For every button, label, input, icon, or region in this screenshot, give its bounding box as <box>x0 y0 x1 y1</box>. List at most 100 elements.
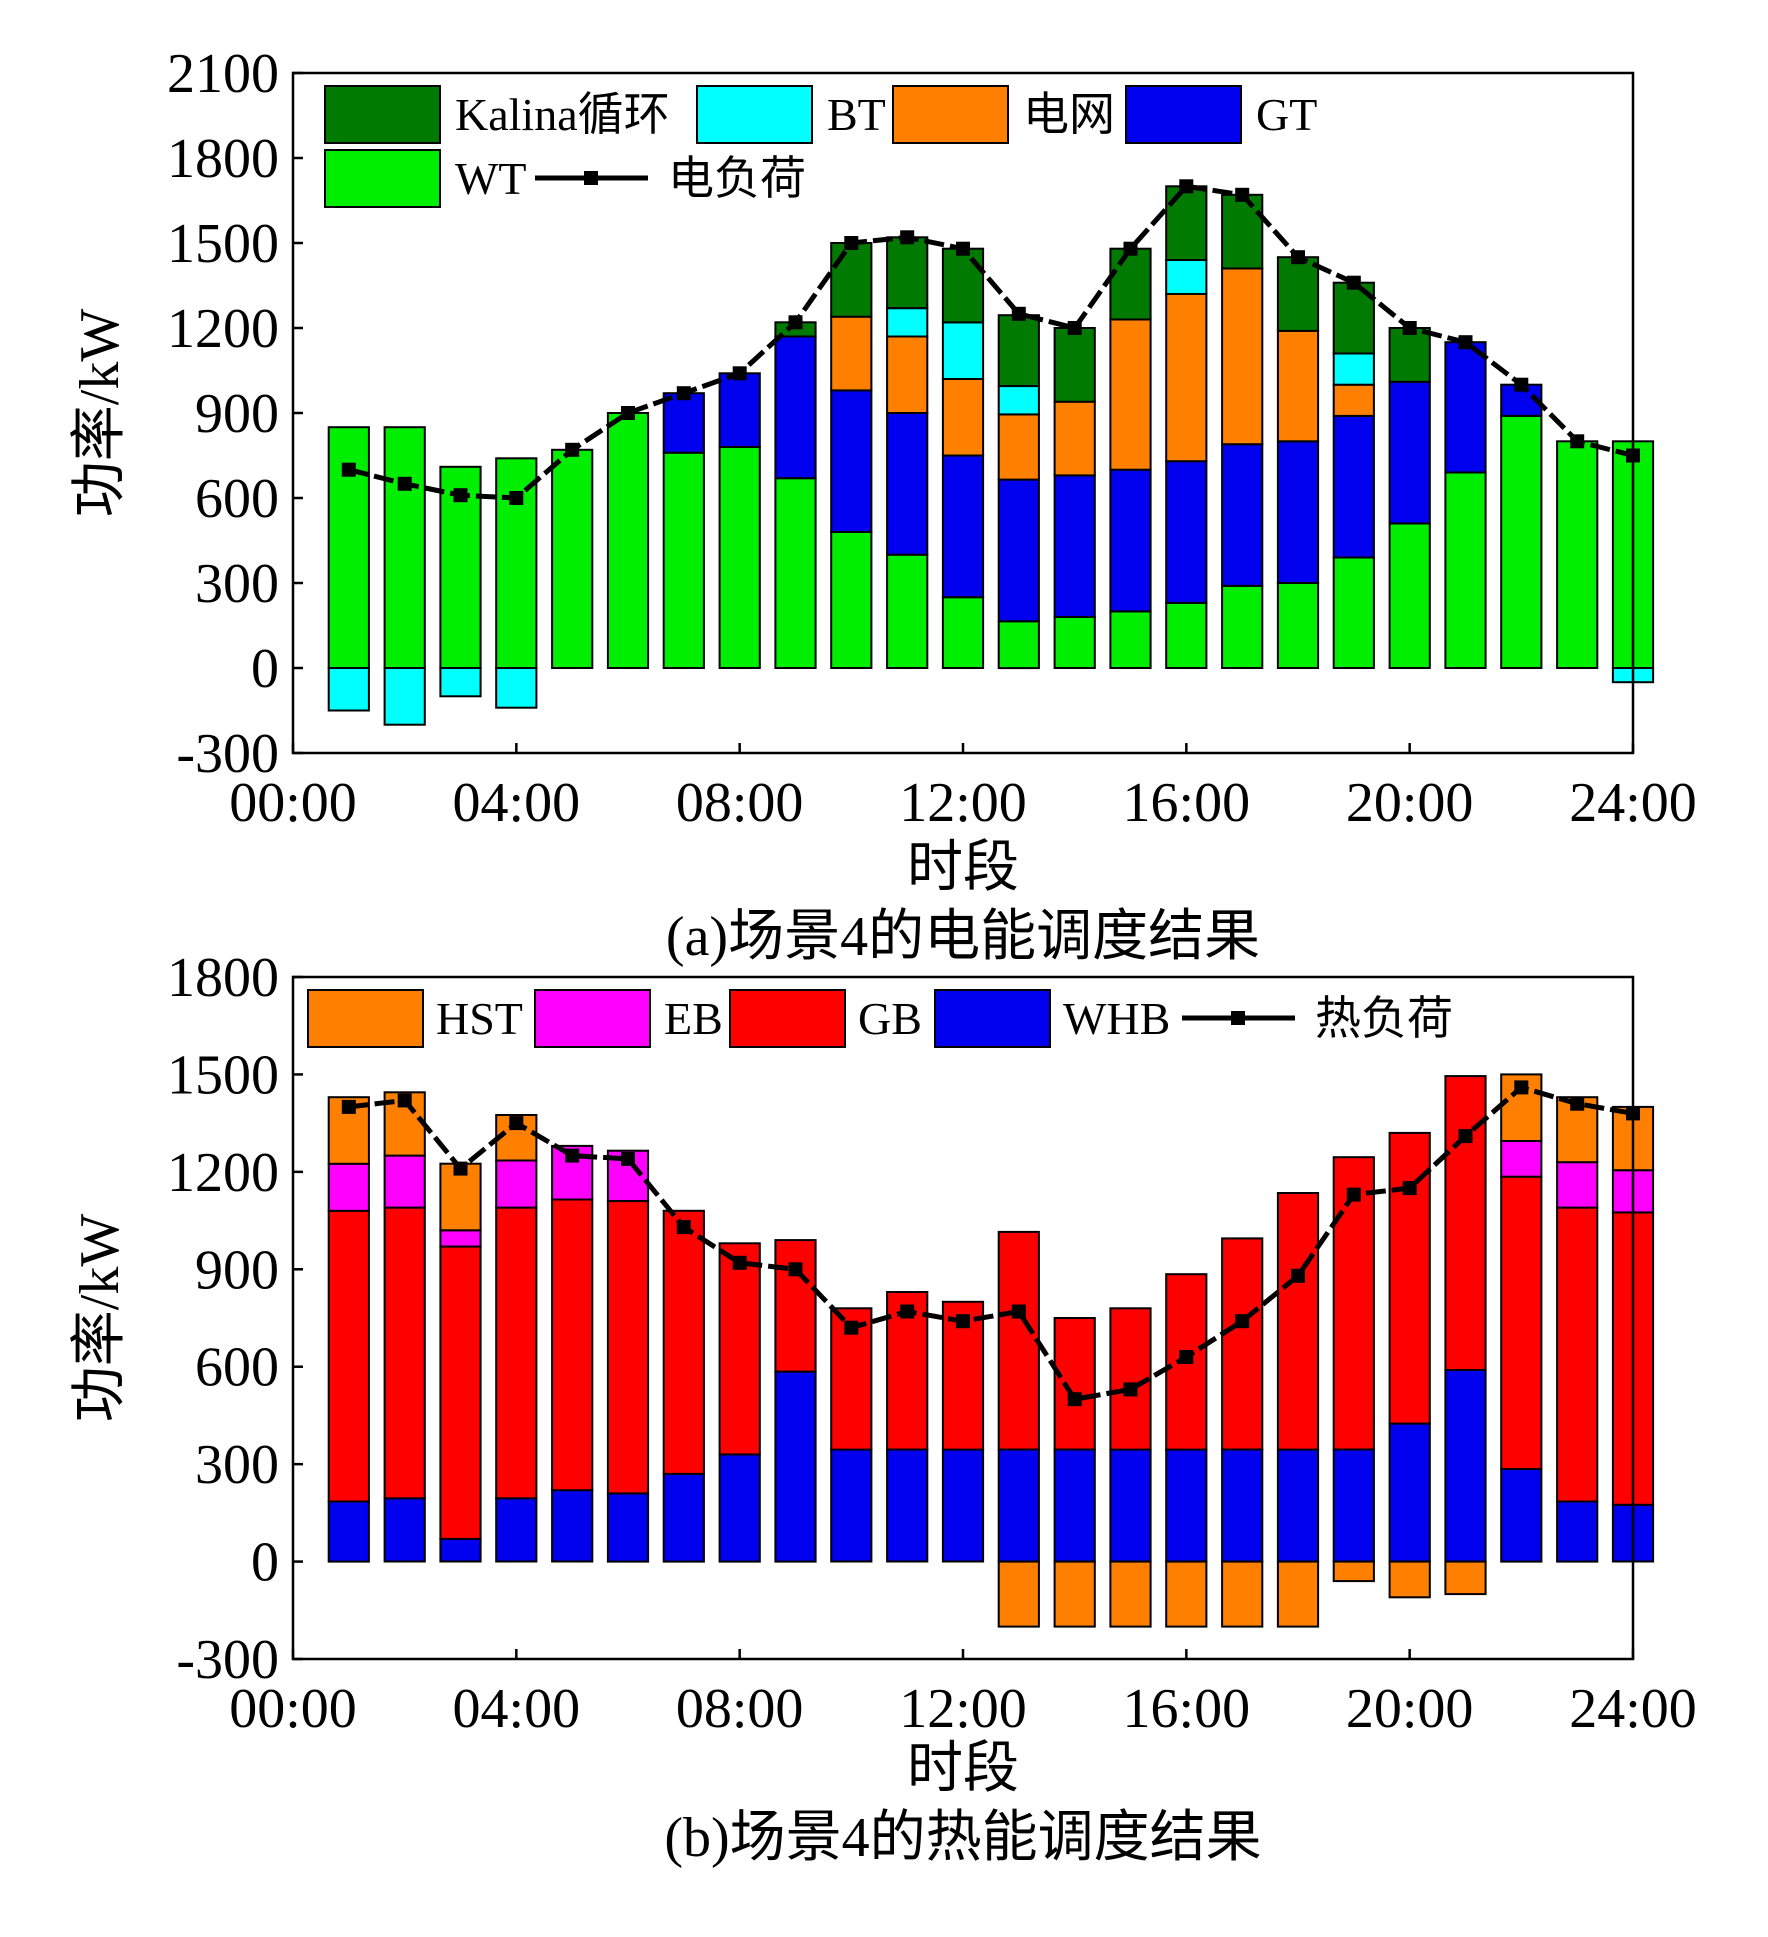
marker-heat-load-11 <box>900 1304 915 1319</box>
legend-label-whb: WHB <box>1063 993 1170 1044</box>
bar-gt-8 <box>718 372 761 448</box>
bar-gb-10 <box>830 1307 873 1451</box>
x-tick-label-0: 00:00 <box>229 772 357 834</box>
x-tick-label-24: 24:00 <box>1569 772 1697 834</box>
bar-wt-15 <box>1109 610 1152 669</box>
bar-eb-3 <box>439 1229 482 1248</box>
bar-gt-17 <box>1221 443 1264 587</box>
bar-eb-22 <box>1500 1140 1543 1178</box>
y-tick-label-0: 0 <box>251 638 279 700</box>
bar-gb-23 <box>1556 1206 1599 1503</box>
x-axis-title-b: 时段 <box>907 1738 1019 1800</box>
legend-swatch-grid <box>892 85 1009 144</box>
y-tick-label-600: 600 <box>195 1337 279 1399</box>
marker-electric-load-15 <box>1123 241 1138 256</box>
marker-heat-load-18 <box>1291 1268 1305 1283</box>
bar-wt-16 <box>1165 601 1208 669</box>
line-heat-load <box>348 1084 1634 1402</box>
x-tick-label-20: 20:00 <box>1346 1678 1474 1740</box>
bar-wt-8 <box>718 446 761 669</box>
bar-hst-17 <box>1221 1560 1264 1628</box>
bar-gb-6 <box>606 1200 650 1495</box>
bar-kalina-20 <box>1388 327 1431 383</box>
y-tick-label-1800: 1800 <box>167 128 279 190</box>
electric-dispatch-chart: -300 0 300 600 900 1200 1500 1800 2100 00:00 04:0… <box>69 43 1697 968</box>
bar-whb-13 <box>997 1448 1040 1563</box>
bar-whb-1 <box>327 1500 370 1563</box>
y-tick-label-2100: 2100 <box>167 43 279 105</box>
marker-heat-load-20 <box>1402 1181 1417 1196</box>
bar-wt-19 <box>1332 556 1375 669</box>
bar-wt-17 <box>1221 584 1264 669</box>
electric-bars <box>327 185 1655 726</box>
bar-wt-7 <box>662 451 705 670</box>
y-tick-label-600: 600 <box>195 468 279 530</box>
bar-whb-16 <box>1165 1448 1208 1563</box>
bar-hst-15 <box>1109 1560 1152 1628</box>
legend-label-heat-load: 热负荷 <box>1315 993 1453 1044</box>
marker-electric-load-21 <box>1458 335 1473 350</box>
marker-electric-load-8 <box>732 366 747 381</box>
bar-whb-20 <box>1388 1422 1431 1563</box>
legend-swatch-wt <box>324 149 441 208</box>
bar-gt-20 <box>1388 380 1431 525</box>
bar-whb-22 <box>1500 1468 1543 1563</box>
bar-whb-12 <box>941 1448 985 1563</box>
marker-electric-load-4 <box>509 491 524 505</box>
legend-swatch-bt <box>696 85 813 144</box>
marker-electric-load-19 <box>1346 275 1361 290</box>
bar-whb-7 <box>662 1472 705 1563</box>
marker-electric-load-9 <box>788 315 803 330</box>
bar-whb-5 <box>551 1489 594 1563</box>
legend-label-kalina: Kalina循环 <box>455 89 670 140</box>
bar-kalina-13 <box>997 314 1040 388</box>
x-tick-label-20: 20:00 <box>1346 772 1474 834</box>
bar-grid-14 <box>1053 400 1096 477</box>
marker-electric-load-6 <box>621 406 635 420</box>
legend-label-bt: BT <box>827 89 886 140</box>
bar-whb-4 <box>495 1497 538 1563</box>
legend-b: HST EB GB WHB 热负荷 <box>307 989 1453 1048</box>
bar-kalina-11 <box>886 236 929 310</box>
x-tick-label-8: 08:00 <box>676 772 804 834</box>
bar-grid-12 <box>941 378 985 457</box>
legend-marker-electric-load <box>584 171 598 185</box>
bar-whb-23 <box>1556 1500 1599 1563</box>
bar-whb-6 <box>606 1492 650 1563</box>
bar-gb-17 <box>1221 1237 1264 1451</box>
bar-wt-5 <box>551 448 594 669</box>
bar-hst-13 <box>997 1560 1040 1628</box>
marker-heat-load-5 <box>565 1148 580 1163</box>
marker-heat-load-1 <box>341 1099 356 1114</box>
bar-bt-1 <box>327 667 370 712</box>
marker-heat-load-9 <box>788 1262 803 1277</box>
y-tick-label-0: 0 <box>251 1532 279 1594</box>
marker-electric-load-22 <box>1514 377 1529 392</box>
bar-whb-8 <box>718 1453 761 1563</box>
bar-kalina-10 <box>830 242 873 318</box>
bar-grid-11 <box>886 335 929 414</box>
bar-grid-15 <box>1109 318 1152 471</box>
y-tick-label-300: 300 <box>195 553 279 615</box>
bar-whb-18 <box>1276 1448 1320 1563</box>
marker-electric-load-17 <box>1235 187 1250 202</box>
y-axis-title-a: 功率/kW <box>69 309 131 518</box>
bar-wt-23 <box>1556 440 1599 669</box>
marker-heat-load-2 <box>397 1093 412 1108</box>
bar-wt-22 <box>1500 414 1543 669</box>
bar-whb-3 <box>439 1537 482 1563</box>
bar-whb-17 <box>1221 1448 1264 1563</box>
bar-gt-15 <box>1109 468 1152 613</box>
bar-gt-9 <box>774 335 817 480</box>
bar-bt-2 <box>383 667 426 726</box>
y-tick-label--300: -300 <box>176 723 279 785</box>
heat-dispatch-chart: -300 0 300 600 900 1200 1500 1800 00:00 04:00 08:… <box>69 947 1697 1869</box>
bar-hst-14 <box>1053 1560 1096 1628</box>
marker-electric-load-23 <box>1570 434 1585 449</box>
marker-heat-load-7 <box>676 1220 691 1235</box>
bar-bt-19 <box>1332 352 1375 386</box>
marker-electric-load-18 <box>1291 250 1305 265</box>
y-tick-label-900: 900 <box>195 383 279 445</box>
bar-gb-2 <box>383 1206 426 1500</box>
bar-wt-20 <box>1388 522 1431 669</box>
